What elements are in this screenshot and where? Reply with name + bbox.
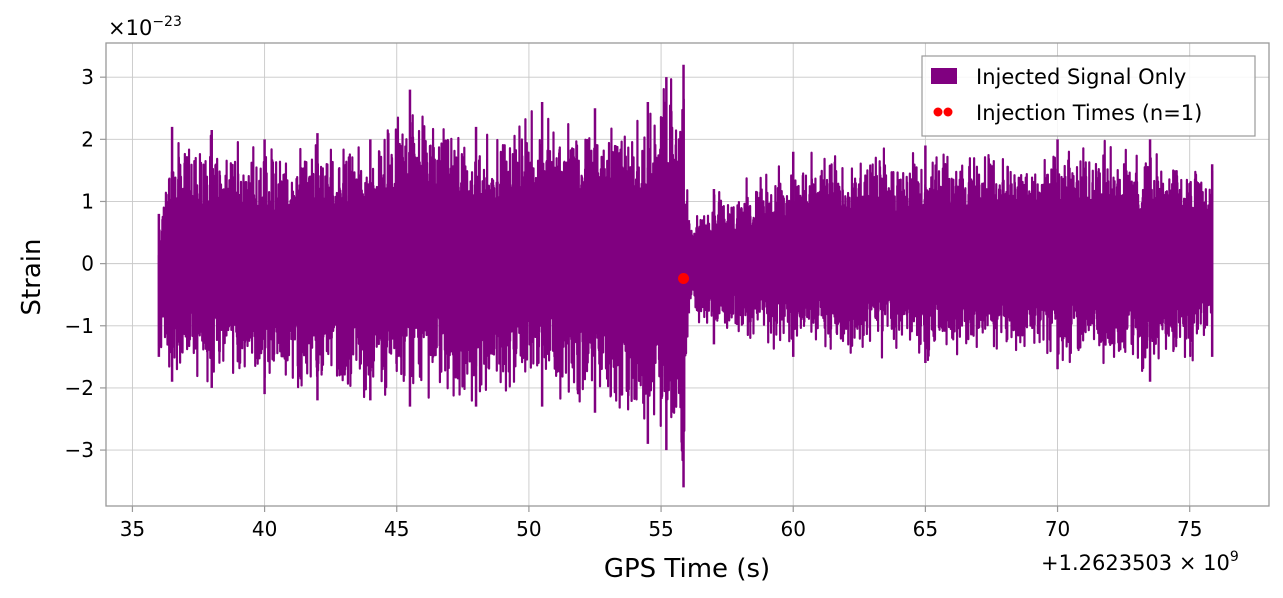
plot-area [157,64,1214,488]
x-tick-label: 55 [648,517,673,541]
legend-marker-injection-1 [933,107,943,117]
x-tick-label: 70 [1045,517,1070,541]
plot-frame [105,42,1270,507]
y-axis-title: Strain [17,238,47,315]
x-axis-offset: +1.2623503 × 109 [1041,549,1239,575]
legend-marker-injection-2 [943,107,953,117]
y-axis-multiplier: ×10−23 [108,14,182,40]
y-tick-label: −2 [65,376,94,400]
x-axis-title: GPS Time (s) [604,554,770,584]
y-tick-label: 2 [81,127,94,151]
axis-ticks: 35 40 45 50 55 60 65 70 75 3 2 1 0 −1 −2 −3 [65,65,1203,541]
legend-label-injection: Injection Times (n=1) [976,101,1202,125]
injection-time-point [678,273,690,285]
x-tick-label: 60 [781,517,806,541]
x-tick-label: 35 [120,517,145,541]
y-tick-label: 1 [81,189,94,213]
x-tick-label: 75 [1177,517,1202,541]
y-tick-label: −3 [65,438,94,462]
series-line-injected-signal [157,78,1214,462]
legend-box [921,55,1256,137]
y-tick-label: 0 [81,252,94,276]
legend-label-signal: Injected Signal Only [976,65,1186,89]
y-tick-label: −1 [65,314,94,338]
legend-swatch-signal [931,68,957,84]
x-tick-label: 45 [384,517,409,541]
x-tick-label: 65 [913,517,938,541]
y-tick-label: 3 [81,65,94,89]
x-tick-label: 50 [516,517,541,541]
legend: Injected Signal Only Injection Times (n=… [921,55,1256,137]
x-tick-label: 40 [252,517,277,541]
